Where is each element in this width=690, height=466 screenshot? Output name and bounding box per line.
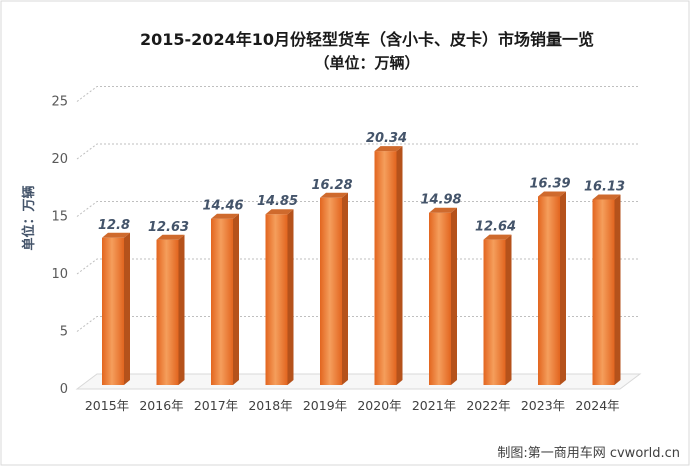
x-tick-label: 2015年: [85, 398, 129, 413]
bar-side: [178, 234, 185, 385]
bar: [102, 232, 130, 385]
bar-top: [320, 192, 348, 198]
bar: [156, 234, 185, 385]
gridline: [76, 258, 640, 275]
data-label: 14.98: [420, 193, 461, 208]
y-tick-label: 20: [51, 152, 68, 167]
data-label: 14.85: [257, 194, 298, 209]
bar: [592, 194, 621, 385]
data-label: 14.46: [202, 199, 243, 214]
chart-subtitle: （单位：万辆）: [314, 54, 419, 72]
y-axis-label: 单位：万辆: [21, 185, 37, 250]
y-tick-label: 15: [51, 210, 68, 225]
bar-front: [211, 218, 233, 385]
x-tick-label: 2022年: [466, 398, 510, 413]
bar-front: [592, 199, 615, 385]
bar-side: [614, 194, 621, 385]
gridline: [76, 316, 640, 332]
bar-top: [483, 234, 512, 240]
bar-top: [374, 146, 403, 152]
gridline: [76, 86, 640, 102]
bar-front: [265, 214, 288, 385]
gridline: [76, 143, 640, 160]
x-tick-label: 2024年: [575, 398, 619, 413]
data-label: 12.63: [148, 220, 189, 235]
bar: [211, 213, 239, 385]
bar-side: [342, 192, 348, 385]
bar-side: [505, 234, 512, 385]
bar: [320, 192, 348, 385]
bar-front: [538, 196, 560, 385]
bar: [429, 207, 457, 385]
bar: [265, 209, 294, 385]
bar-front: [320, 197, 342, 385]
bar-front: [102, 237, 124, 385]
bar: [538, 191, 566, 385]
data-labels: 12.8 12.63 14.46 14.85 16.28 20.34 14.98 12.64 1…: [98, 131, 625, 235]
data-label: 12.64: [475, 220, 516, 235]
bar-side: [233, 213, 239, 385]
x-tick-label: 2023年: [521, 398, 565, 413]
chart-credit: 制图:第一商用车网 cvworld.cn: [497, 445, 680, 461]
bar-side: [451, 207, 457, 385]
bar-top: [265, 209, 294, 215]
bar-front: [483, 239, 506, 385]
bar: [374, 146, 403, 385]
bar-front: [156, 239, 179, 385]
bar-side: [287, 209, 294, 385]
bar: [483, 234, 512, 385]
x-tick-label: 2018年: [248, 398, 292, 413]
bar-side: [560, 191, 566, 385]
x-tick-label: 2019年: [303, 398, 347, 413]
bar-side: [124, 232, 130, 385]
data-label: 16.13: [584, 180, 625, 195]
bar-top: [538, 191, 566, 197]
x-tick-label: 2016年: [139, 398, 183, 413]
x-axis-ticks: 2015年 2016年 2017年 2018年 2019年 2020年 2021年 2022年…: [85, 398, 620, 413]
bar-top: [211, 213, 239, 219]
bars: [102, 146, 621, 385]
data-label: 16.28: [311, 178, 352, 193]
y-tick-label: 5: [60, 325, 68, 340]
data-label: 12.8: [98, 218, 130, 233]
bar-top: [102, 232, 130, 238]
y-axis-ticks: 0 5 10 15 20 25: [51, 95, 68, 398]
x-tick-label: 2020年: [357, 398, 401, 413]
y-tick-label: 25: [51, 95, 68, 110]
x-tick-label: 2017年: [194, 398, 238, 413]
bar-front: [374, 151, 397, 385]
bar-top: [592, 194, 621, 200]
y-tick-label: 0: [60, 382, 68, 397]
data-label: 20.34: [366, 131, 407, 146]
y-tick-label: 10: [51, 267, 68, 282]
x-tick-label: 2021年: [412, 398, 456, 413]
data-label: 16.39: [529, 177, 570, 192]
gridline: [76, 201, 640, 217]
bar-top: [156, 234, 185, 240]
bar-top: [429, 207, 457, 213]
chart-title: 2015-2024年10月份轻型货车（含小卡、皮卡）市场销量一览: [140, 30, 594, 49]
bar-side: [396, 146, 403, 385]
bar-front: [429, 212, 451, 385]
